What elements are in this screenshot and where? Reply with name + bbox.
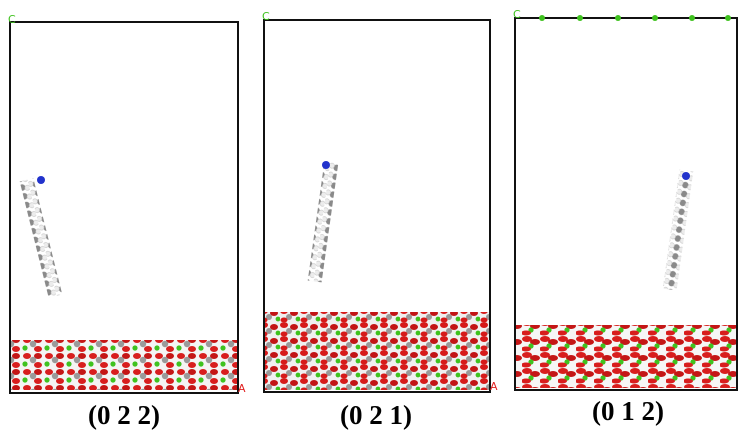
panel-caption: (0 1 2) bbox=[592, 396, 664, 426]
panel-caption: (0 2 2) bbox=[88, 400, 160, 430]
page: C A (0 2 2) C A (0 2 1) C (0 1 2) (() =>… bbox=[0, 0, 740, 439]
axis-label: C bbox=[262, 10, 270, 23]
panel: C A (0 2 2) bbox=[8, 13, 246, 430]
nitrogen-atom bbox=[682, 172, 690, 180]
slab bbox=[265, 312, 489, 390]
cell-box bbox=[10, 22, 238, 393]
nitrogen-atom bbox=[322, 161, 330, 169]
axis-label: C bbox=[513, 8, 521, 21]
nitrogen-atom bbox=[37, 176, 45, 184]
panel-caption: (0 2 1) bbox=[340, 400, 412, 430]
axis-label: A bbox=[490, 380, 498, 393]
panel: C (0 1 2) bbox=[513, 8, 737, 426]
slab bbox=[11, 340, 237, 390]
axis-label: C bbox=[8, 13, 16, 26]
molecule bbox=[20, 178, 63, 298]
molecule bbox=[663, 170, 694, 291]
panel: C A (0 2 1) bbox=[262, 10, 498, 430]
axis-label: A bbox=[238, 382, 246, 395]
figure: C A (0 2 2) C A (0 2 1) C (0 1 2) bbox=[0, 0, 740, 439]
molecule bbox=[308, 162, 339, 283]
slab bbox=[516, 325, 736, 388]
